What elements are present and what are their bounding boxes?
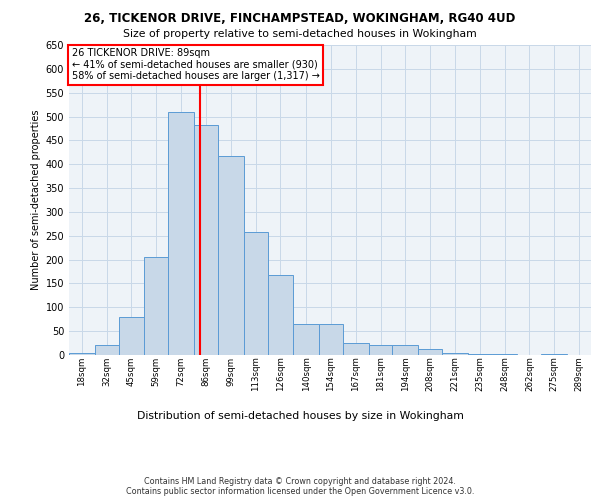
Bar (95, 346, 119, 355)
Text: Distribution of semi-detached houses by size in Wokingham: Distribution of semi-detached houses by … (137, 411, 463, 421)
Bar (145, 257, 168, 355)
Bar (119, 317, 145, 355)
Bar (268, 275, 293, 355)
Bar (468, 354, 492, 355)
Bar (368, 346, 392, 355)
Bar (392, 346, 418, 355)
Bar (293, 324, 319, 355)
Bar (168, 112, 194, 355)
Bar (69, 352, 95, 355)
Text: 26 TICKENOR DRIVE: 89sqm
← 41% of semi-detached houses are smaller (930)
58% of : 26 TICKENOR DRIVE: 89sqm ← 41% of semi-d… (71, 48, 319, 82)
Bar (442, 352, 468, 355)
Bar (541, 354, 567, 355)
Bar (194, 124, 218, 355)
Text: Size of property relative to semi-detached houses in Wokingham: Size of property relative to semi-detach… (123, 29, 477, 39)
Bar (218, 156, 244, 355)
Text: 26, TICKENOR DRIVE, FINCHAMPSTEAD, WOKINGHAM, RG40 4UD: 26, TICKENOR DRIVE, FINCHAMPSTEAD, WOKIN… (85, 12, 515, 24)
Bar (244, 232, 268, 355)
Bar (343, 343, 368, 355)
Bar (492, 354, 517, 355)
Bar (418, 350, 442, 355)
Text: Contains HM Land Registry data © Crown copyright and database right 2024.
Contai: Contains HM Land Registry data © Crown c… (126, 476, 474, 496)
Bar (319, 324, 343, 355)
Y-axis label: Number of semi-detached properties: Number of semi-detached properties (31, 110, 41, 290)
